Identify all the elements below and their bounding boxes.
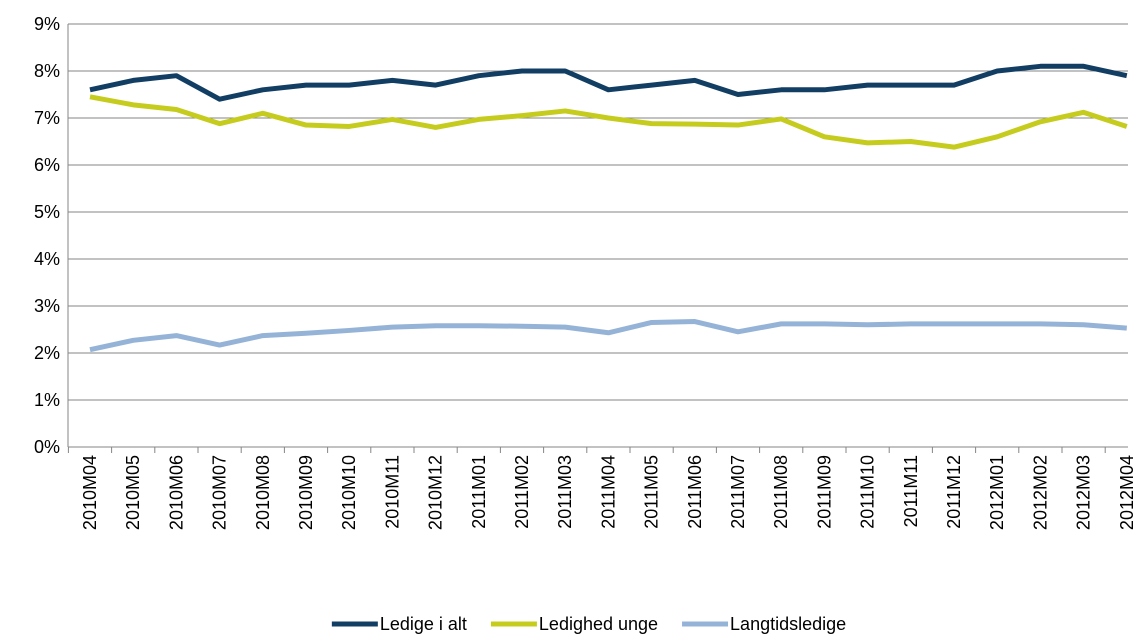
legend: Ledige i alt Ledighed unge Langtidsledige [331,614,846,634]
x-tick-label: 2010M10 [339,455,359,530]
x-tick-label: 2010M07 [210,455,230,530]
y-tick-label: 1% [34,390,60,410]
y-tick-label: 0% [34,437,60,457]
series-line [89,319,1127,353]
x-tick-label: 2011M10 [858,455,878,529]
series-line [89,94,1128,150]
legend-label: Langtidsledige [730,614,846,634]
legend-label: Ledige i alt [380,614,467,634]
x-tick-label: 2010M08 [253,455,273,530]
legend-label: Ledighed unge [539,614,658,634]
x-tick-label: 2011M03 [555,455,575,529]
y-tick-label: 6% [34,155,60,175]
series-line [89,63,1128,102]
x-tick-label: 2011M04 [598,455,618,529]
x-tick-label: 2011M11 [901,455,921,527]
y-tick-label: 4% [34,249,60,269]
y-tick-label: 7% [34,108,60,128]
y-tick-label: 9% [34,14,60,34]
y-tick-label: 8% [34,61,60,81]
x-tick-label: 2011M01 [469,455,489,529]
y-tick-label: 3% [34,296,60,316]
x-tick-label: 2011M08 [771,455,791,529]
y-tick-label: 2% [34,343,60,363]
y-tick-label: 5% [34,202,60,222]
x-tick-label: 2012M04 [1117,455,1137,530]
x-tick-label: 2011M07 [728,455,748,529]
x-tick-label: 2011M12 [944,455,964,529]
x-tick-label: 2011M06 [685,455,705,529]
x-tick-label: 2010M11 [382,455,402,529]
x-tick-label: 2012M02 [1030,455,1050,530]
x-tick-label: 2011M09 [814,455,834,529]
x-tick-label: 2010M12 [426,455,446,530]
x-tick-label: 2010M04 [80,455,100,530]
x-tick-label: 2010M05 [123,455,143,530]
x-tick-label: 2012M01 [987,455,1007,530]
x-tick-label: 2011M05 [642,455,662,529]
x-tick-label: 2012M03 [1074,455,1094,530]
x-tick-label: 2010M06 [166,455,186,530]
x-tick-label: 2010M09 [296,455,316,530]
x-tick-label: 2011M02 [512,455,532,529]
